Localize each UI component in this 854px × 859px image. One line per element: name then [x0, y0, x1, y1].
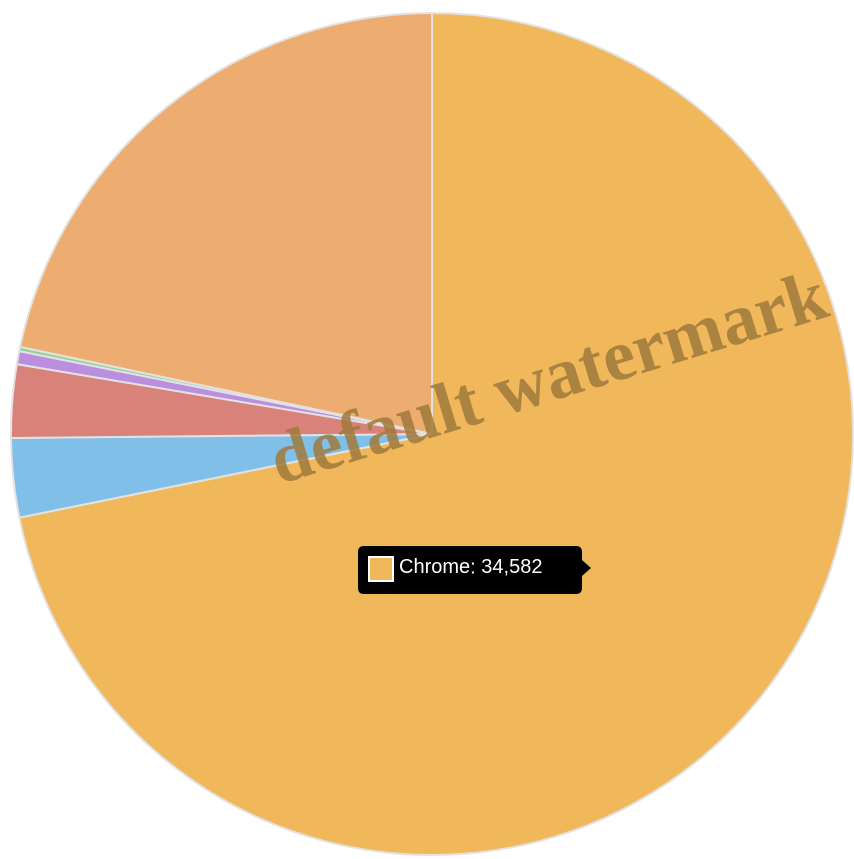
tooltip-swatch — [368, 556, 394, 582]
tooltip-box — [358, 546, 591, 594]
pie — [10, 11, 854, 856]
tooltip-category: Chrome — [399, 556, 470, 578]
tooltip-text: Chrome: 34,582 — [399, 556, 542, 578]
pie-slice[interactable] — [18, 11, 854, 856]
pie-slice[interactable] — [18, 11, 433, 436]
tooltip-value: 34,582 — [481, 556, 542, 578]
tooltip: Chrome: 34,582 — [358, 546, 591, 594]
